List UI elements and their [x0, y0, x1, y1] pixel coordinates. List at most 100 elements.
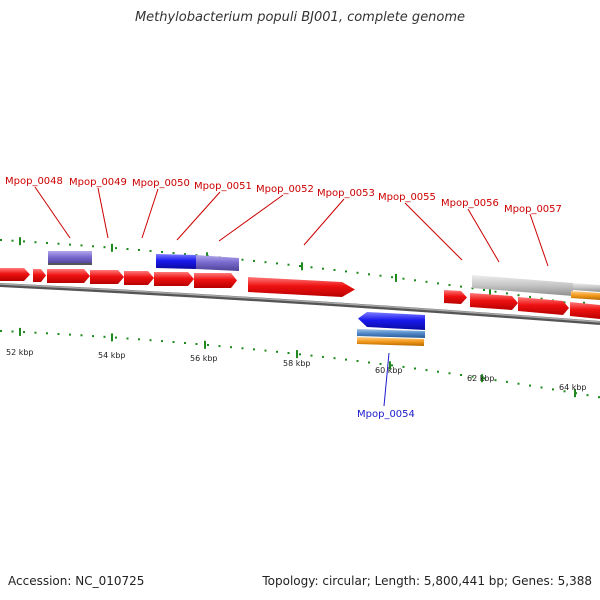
- scale-label: 58 kbp: [283, 359, 311, 368]
- gene-label[interactable]: Mpop_0057: [504, 204, 562, 215]
- minor-tick: [161, 340, 163, 343]
- cds-block-grey[interactable]: [573, 283, 600, 292]
- minor-tick: [138, 249, 140, 251]
- minor-tick: [322, 355, 324, 358]
- cds-arrow-forward[interactable]: [248, 277, 355, 297]
- gene-label[interactable]: Mpop_0054: [357, 409, 415, 420]
- cds-block-orange[interactable]: [357, 337, 424, 346]
- minor-tick: [425, 369, 428, 372]
- minor-tick: [345, 358, 347, 361]
- gene-label[interactable]: Mpop_0049: [69, 177, 127, 188]
- minor-tick: [540, 297, 543, 300]
- minor-tick: [425, 280, 428, 283]
- minor-tick: [368, 273, 370, 276]
- cds-arrow-forward[interactable]: [33, 269, 46, 282]
- minor-tick: [34, 331, 37, 334]
- cds-block-steel[interactable]: [357, 329, 425, 338]
- minor-tick: [172, 341, 175, 343]
- accession-text: Accession: NC_010725: [8, 574, 145, 588]
- minor-tick: [391, 276, 393, 279]
- minor-tick: [23, 331, 25, 334]
- scale-label: 62 kbp: [467, 374, 495, 383]
- minor-tick: [126, 248, 129, 250]
- minor-tick: [241, 258, 244, 261]
- cds-block-lavender[interactable]: [196, 255, 239, 271]
- map-title: Methylobacterium populi BJ001, complete …: [134, 10, 466, 25]
- cds-arrow-forward[interactable]: [47, 269, 90, 283]
- gene-label[interactable]: Mpop_0048: [5, 176, 63, 187]
- minor-tick: [80, 244, 83, 247]
- gene-label[interactable]: Mpop_0053: [317, 188, 375, 199]
- minor-tick: [506, 380, 508, 383]
- leader-line: [529, 213, 549, 267]
- minor-tick: [115, 336, 117, 339]
- major-tick: [19, 237, 21, 246]
- cds-arrow-forward[interactable]: [570, 302, 600, 319]
- minor-tick: [494, 290, 497, 293]
- major-tick: [481, 374, 483, 383]
- minor-tick: [80, 334, 83, 337]
- cds-arrow-forward[interactable]: [518, 297, 569, 315]
- minor-tick: [161, 251, 163, 253]
- minor-tick: [379, 274, 382, 277]
- gene-labels: Mpop_0048 Mpop_0049 Mpop_0050 Mpop_0051 …: [5, 176, 562, 420]
- minor-tick: [506, 292, 508, 295]
- cds-arrow-forward[interactable]: [154, 272, 194, 286]
- minor-tick: [92, 245, 94, 248]
- minor-tick: [529, 384, 531, 387]
- minor-tick: [414, 279, 416, 282]
- minor-tick: [356, 271, 359, 274]
- leader-line: [383, 352, 390, 407]
- minor-tick: [103, 246, 106, 249]
- tick-ring-upper: [0, 237, 600, 310]
- minor-tick: [253, 348, 255, 351]
- cds-arrow-forward[interactable]: [194, 273, 237, 288]
- scale-label: 64 kbp: [559, 383, 587, 392]
- minor-tick: [391, 364, 393, 367]
- major-tick: [111, 333, 113, 342]
- minor-tick: [483, 289, 485, 291]
- scale-label: 56 kbp: [190, 354, 218, 363]
- cds-arrow-reverse[interactable]: [358, 312, 425, 330]
- minor-tick: [483, 377, 485, 380]
- minor-tick: [34, 241, 37, 244]
- minor-tick: [253, 259, 255, 262]
- cds-arrow-forward[interactable]: [0, 268, 30, 281]
- cds-block-grey[interactable]: [472, 275, 573, 296]
- minor-tick: [299, 265, 301, 267]
- cds-block-orange[interactable]: [571, 291, 600, 300]
- cds-block-blue[interactable]: [156, 254, 196, 269]
- leader-line: [467, 208, 500, 263]
- scale-label: 60 kbp: [375, 366, 403, 375]
- minor-tick: [241, 347, 244, 350]
- cds-arrow-forward[interactable]: [124, 271, 154, 285]
- leader-line: [97, 187, 109, 239]
- minor-tick: [11, 239, 14, 242]
- forward-strand-features: [0, 251, 600, 319]
- minor-tick: [563, 390, 566, 393]
- reverse-strand-features: [357, 312, 425, 346]
- gene-label[interactable]: Mpop_0056: [441, 198, 499, 209]
- leader-line: [404, 202, 463, 261]
- leader-line: [141, 188, 159, 239]
- cds-block-lavender-shadow: [48, 263, 92, 265]
- major-tick: [389, 361, 391, 370]
- minor-tick: [310, 266, 313, 269]
- minor-tick: [46, 242, 48, 244]
- gene-label[interactable]: Mpop_0055: [378, 192, 436, 203]
- major-tick: [574, 389, 576, 398]
- cds-arrow-forward[interactable]: [444, 290, 467, 304]
- genome-backbone-highlight: [0, 283, 600, 323]
- gene-label[interactable]: Mpop_0052: [256, 184, 314, 195]
- gene-label[interactable]: Mpop_0050: [132, 178, 190, 189]
- leader-line: [176, 191, 221, 241]
- minor-tick: [287, 263, 290, 266]
- major-tick: [301, 262, 303, 271]
- cds-block-lavender[interactable]: [48, 251, 92, 264]
- cds-arrow-forward[interactable]: [90, 270, 124, 284]
- gene-label[interactable]: Mpop_0051: [194, 181, 252, 192]
- minor-tick: [195, 343, 198, 345]
- minor-tick: [345, 270, 347, 273]
- minor-tick: [138, 338, 140, 341]
- cds-arrow-forward[interactable]: [470, 293, 518, 310]
